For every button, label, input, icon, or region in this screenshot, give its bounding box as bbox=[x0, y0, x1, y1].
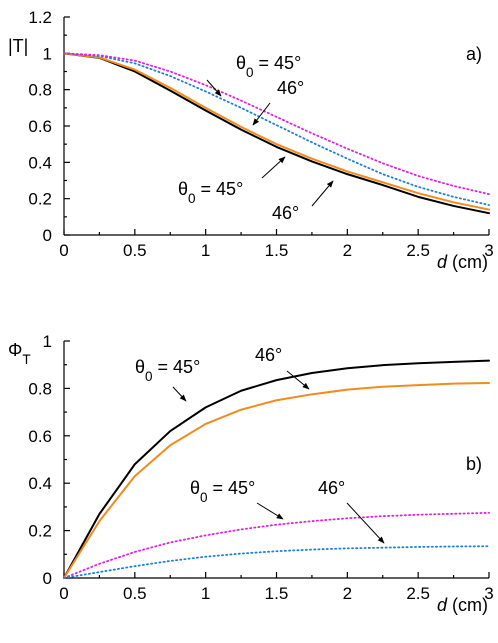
annotation-arrow bbox=[261, 156, 286, 179]
x-tick-label: 1.5 bbox=[265, 241, 289, 260]
y-tick-label: 0.4 bbox=[28, 474, 52, 493]
panel-a: 0 0.5 1 1.5 2 2.5 3 0 0.2 0.4 0.6 0.8 1 1.2|T| d (cm) a… bbox=[8, 8, 494, 272]
y-axis-label: ΦT bbox=[8, 340, 31, 367]
x-tick-label: 2.5 bbox=[406, 241, 430, 260]
x-tick-label: 0.5 bbox=[123, 241, 147, 260]
y-tick-label: 1 bbox=[43, 332, 52, 351]
series-line-3 bbox=[63, 52, 490, 206]
y-tick-label: 0.6 bbox=[28, 117, 52, 136]
y-tick-label: 1.2 bbox=[28, 8, 52, 27]
x-axis-label: d (cm) bbox=[437, 252, 488, 272]
x-tick-label: 1 bbox=[201, 584, 210, 603]
panel-label: b) bbox=[466, 454, 482, 474]
y-axis-label: |T| bbox=[8, 36, 28, 56]
series-line-3 bbox=[63, 511, 490, 579]
annotation-label: 46° bbox=[318, 478, 345, 498]
x-tick-label: 2.5 bbox=[406, 584, 430, 603]
x-tick-label: 2 bbox=[343, 241, 352, 260]
series-line-4 bbox=[63, 52, 490, 196]
annotation-label: 46° bbox=[272, 203, 299, 223]
x-tick-label: 1.5 bbox=[265, 584, 289, 603]
y-tick-label: 0 bbox=[43, 226, 52, 245]
annotation-label: θ0 = 45° bbox=[178, 179, 243, 206]
y-tick-label: 0.6 bbox=[28, 427, 52, 446]
series-line-2 bbox=[63, 381, 490, 579]
annotation-arrow bbox=[206, 79, 222, 97]
y-tick-label: 0.2 bbox=[28, 190, 52, 209]
series-line-4 bbox=[63, 545, 490, 579]
annotation-arrow bbox=[256, 502, 284, 520]
x-tick-label: 3 bbox=[484, 584, 493, 603]
x-axis-label: d (cm) bbox=[437, 595, 488, 615]
annotation-label: θ0 = 45° bbox=[190, 478, 255, 505]
annotation-label: 46° bbox=[255, 345, 282, 365]
series-line-1 bbox=[63, 359, 490, 579]
panel-label: a) bbox=[466, 44, 482, 64]
annotation-arrow bbox=[172, 386, 187, 402]
x-tick-label: 0.5 bbox=[123, 584, 147, 603]
y-tick-label: 0 bbox=[43, 569, 52, 588]
y-tick-label: 0.2 bbox=[28, 522, 52, 541]
y-tick-label: 0.4 bbox=[28, 153, 52, 172]
y-tick-label: 0.8 bbox=[28, 81, 52, 100]
x-tick-label: 0 bbox=[59, 584, 68, 603]
annotation-arrow bbox=[286, 370, 310, 390]
x-tick-label: 2 bbox=[343, 584, 352, 603]
annotation-arrow bbox=[252, 102, 271, 126]
y-tick-label: 0.8 bbox=[28, 379, 52, 398]
panel-b: 0 0.5 1 1.5 2 2.5 3 0 0.2 0.4 0.6 0.8 1 ΦT d (cm) b) θ0 … bbox=[8, 332, 494, 615]
annotation-label: θ0 = 45° bbox=[236, 53, 301, 80]
annotation-label: 46° bbox=[277, 78, 304, 98]
series-line-2 bbox=[63, 52, 490, 211]
annotation-arrow bbox=[311, 180, 334, 207]
series-line-1 bbox=[63, 52, 490, 215]
annotation-arrow bbox=[346, 502, 385, 544]
x-tick-label: 3 bbox=[484, 241, 493, 260]
x-tick-label: 1 bbox=[201, 241, 210, 260]
annotation-label: θ0 = 45° bbox=[135, 357, 200, 384]
y-tick-label: 1 bbox=[43, 44, 52, 63]
x-tick-label: 0 bbox=[59, 241, 68, 260]
